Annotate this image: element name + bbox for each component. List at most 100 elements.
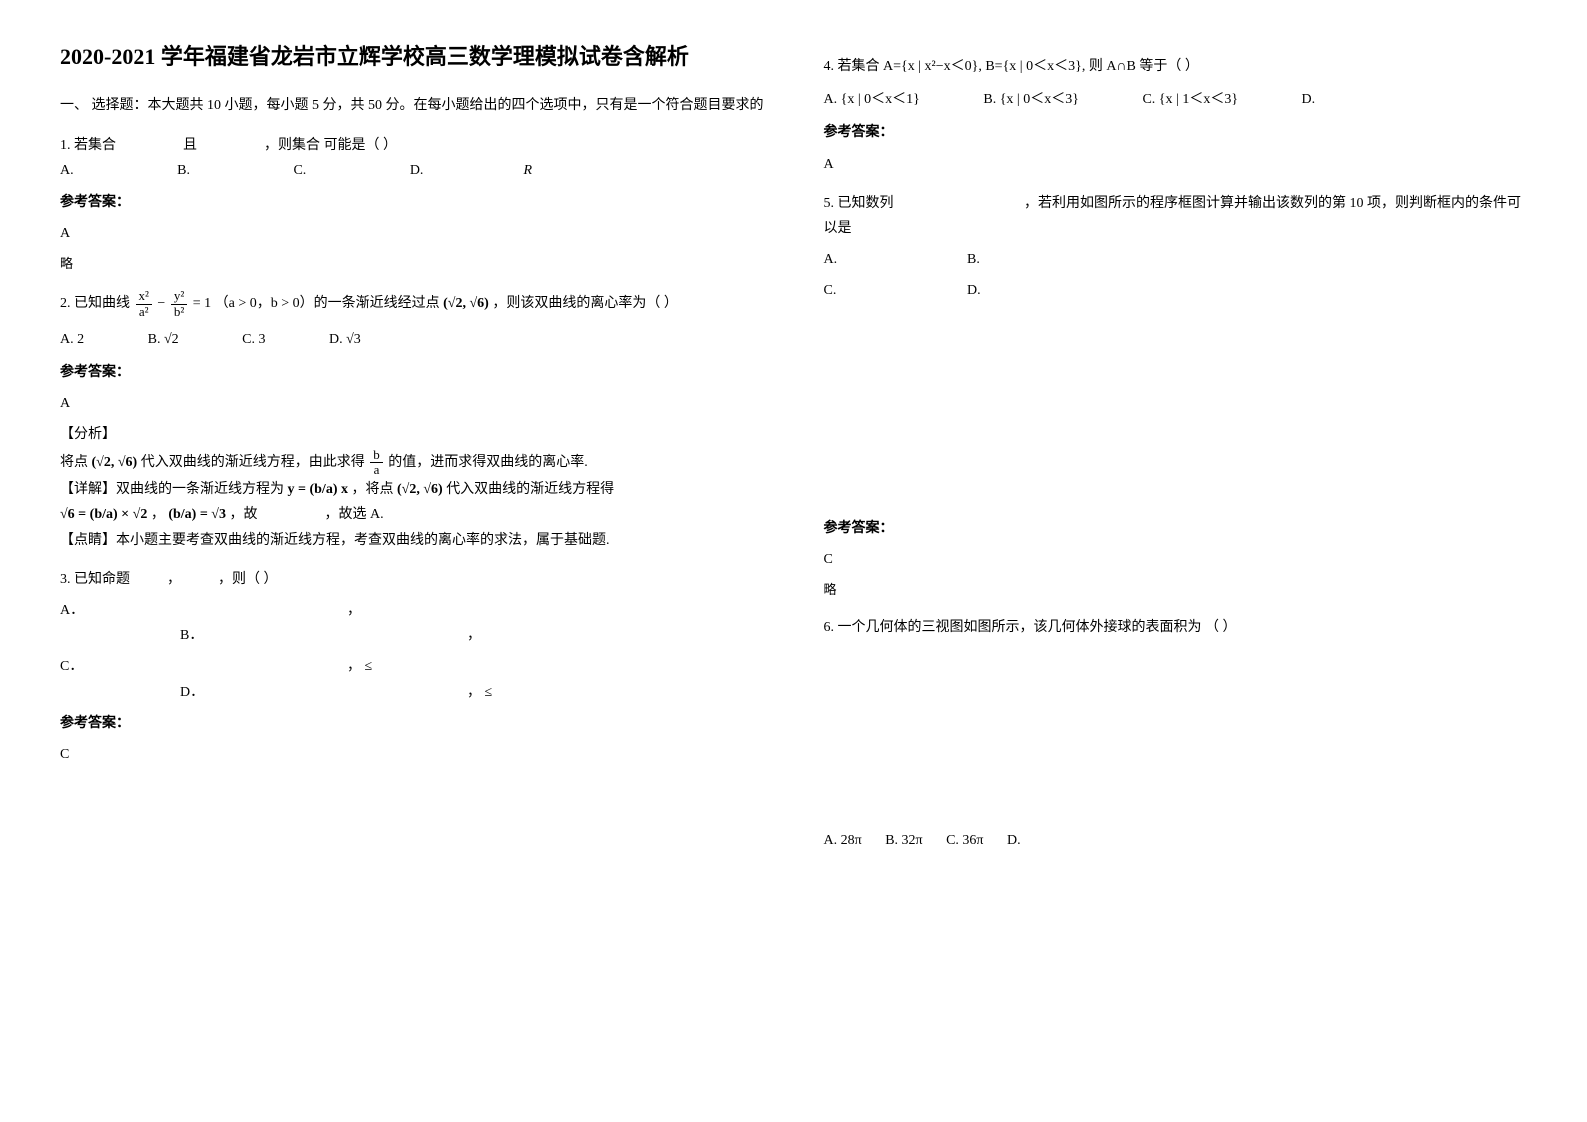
q2-ans: A — [60, 391, 764, 416]
q6-options: A. 28π B. 32π C. 36π D. — [824, 828, 1528, 853]
page-layout: 2020-2021 学年福建省龙岩市立辉学校高三数学理模拟试卷含解析 一、 选择… — [60, 40, 1527, 868]
q2-frac2: y² b² — [171, 289, 187, 319]
q2-options: A. 2 B. √2 C. 3 D. √3 — [60, 327, 764, 352]
q2-opt-c: C. 3 — [242, 327, 265, 352]
q2-analysis-label: 【分析】 — [60, 422, 764, 447]
q2-frac1: x² a² — [136, 289, 152, 319]
q2-eq1: = 1 — [193, 296, 211, 311]
q6-opt-d: D. — [1007, 828, 1021, 853]
q2-opt-b: B. √2 — [148, 327, 179, 352]
q3-stem: 3. 已知命题 ， ，则（ ） — [60, 567, 764, 592]
q4-options: A. {x | 0＜x＜1} B. {x | 0＜x＜3} C. {x | 1＜… — [824, 87, 1528, 112]
q3-ans: C — [60, 742, 764, 767]
q1-opt-d-prefix: D. — [410, 158, 424, 183]
q3-opt-d-label: D． — [180, 680, 300, 705]
q2-detail-b: ，将点 — [351, 482, 393, 497]
q1-ans: A — [60, 221, 764, 246]
question-3: 3. 已知命题 ， ，则（ ） A． ， B． ， — [60, 567, 764, 767]
q5-figure-placeholder — [824, 310, 1528, 510]
q3-stem-c: ，则（ ） — [218, 572, 278, 587]
q2-calc-d: ，故选 A. — [325, 507, 384, 522]
question-5: 5. 已知数列 ，若利用如图所示的程序框图计算并输出该数列的第 10 项，则判断… — [824, 191, 1528, 602]
q5-ans: C — [824, 547, 1528, 572]
q1-opt-a: A. — [60, 158, 74, 183]
q2-analysis-frac-den: a — [370, 463, 383, 477]
q2-calc-comma: ， — [151, 507, 165, 522]
q2-calc: √6 = (b/a) × √2 ， (b/a) = √3 ，故 ，故选 A. — [60, 502, 764, 527]
q3-ans-label: 参考答案： — [60, 711, 764, 736]
q3-opt-a: A． ， — [60, 598, 487, 623]
q5-opt-b: B. — [967, 247, 1087, 272]
q6-opt-b: B. 32π — [885, 828, 922, 853]
q2-frac2-den: b² — [171, 305, 187, 319]
q1-opt-b: B. — [177, 158, 190, 183]
q2-stem-c: ，则该双曲线的离心率为（ ） — [492, 296, 678, 311]
q2-stem-a: 2. 已知曲线 — [60, 296, 130, 311]
q5-note: 略 — [824, 578, 1528, 601]
q2-detail-pt: (√2, √6) — [397, 482, 443, 497]
q4-opt-b: B. {x | 0＜x＜3} — [983, 87, 1079, 112]
q1-options: A. B. C. D. R — [60, 158, 764, 183]
q4-opt-a: A. {x | 0＜x＜1} — [824, 87, 920, 112]
question-1: 1. 若集合 且 ，则集合 可能是（ ） A. B. C. D. R 参考答案：… — [60, 133, 764, 275]
q3-opt-b-tail: ， — [467, 623, 587, 648]
q2-analysis-pt: (√2, √6) — [92, 455, 138, 470]
q3-opt-d-tail: ， ≤ — [467, 680, 587, 705]
q2-analysis-c: 的值，进而求得双曲线的离心率. — [388, 455, 588, 470]
q3-opt-c-label: C． — [60, 654, 180, 679]
q3-opt-b: B． ， — [180, 623, 607, 648]
exam-title: 2020-2021 学年福建省龙岩市立辉学校高三数学理模拟试卷含解析 — [60, 40, 764, 73]
q5-ans-label: 参考答案： — [824, 516, 1528, 541]
q2-analysis-frac: b a — [370, 448, 383, 478]
question-2: 2. 已知曲线 x² a² − y² b² = 1 （a > 0，b > 0）的… — [60, 289, 764, 553]
q3-stem-b: ， — [167, 572, 181, 587]
q5-opts-row2: C. D. — [824, 278, 1528, 303]
q2-minus: − — [157, 296, 165, 311]
q2-frac2-num: y² — [171, 289, 187, 304]
q2-frac1-num: x² — [136, 289, 152, 304]
q2-detail-a: 【详解】双曲线的一条渐近线方程为 — [60, 482, 284, 497]
q2-opt-d: D. √3 — [329, 327, 361, 352]
q2-analysis-a: 将点 — [60, 455, 88, 470]
q2-detail-c: 代入双曲线的渐近线方程得 — [446, 482, 614, 497]
q3-opt-c-tail: ， ≤ — [347, 654, 467, 679]
q3-opts-row1: A． ， B． ， — [60, 598, 764, 648]
q2-calc-b: (b/a) = √3 — [168, 507, 226, 522]
q1-stem-c: ，则集合 可能是（ ） — [264, 138, 397, 153]
q2-analysis: 将点 (√2, √6) 代入双曲线的渐近线方程，由此求得 b a 的值，进而求得… — [60, 448, 764, 478]
q2-stem: 2. 已知曲线 x² a² − y² b² = 1 （a > 0，b > 0）的… — [60, 289, 764, 319]
q5-stem-a: 5. 已知数列 — [824, 196, 894, 211]
q3-opt-d: D． ， ≤ — [180, 680, 607, 705]
q3-opts-row2: C． ， ≤ D． ， ≤ — [60, 654, 764, 704]
q1-stem: 1. 若集合 且 ，则集合 可能是（ ） — [60, 133, 764, 158]
q1-stem-a: 1. 若集合 — [60, 138, 116, 153]
q2-analysis-frac-num: b — [370, 448, 383, 463]
q2-calc-c: ，故 — [230, 507, 258, 522]
q1-opt-d: D. R — [410, 158, 532, 183]
q2-ans-label: 参考答案： — [60, 360, 764, 385]
q1-opt-c: C. — [293, 158, 306, 183]
q2-point: 【点睛】本小题主要考查双曲线的渐近线方程，考查双曲线的离心率的求法，属于基础题. — [60, 528, 764, 553]
q2-stem-b: （a > 0，b > 0）的一条渐近线经过点 — [215, 296, 440, 311]
q5-opts-row1: A. B. — [824, 247, 1528, 272]
q1-ans-label: 参考答案： — [60, 190, 764, 215]
q5-stem-b: ，若利用如图所示的程序框图计算并输出该数列的第 10 项，则判断框内的条件可以是 — [824, 196, 1522, 236]
q5-opt-a: A. — [824, 247, 944, 272]
q1-opt-d-sym: R — [523, 163, 532, 178]
q4-stem: 4. 若集合 A={x | x²−x＜0}, B={x | 0＜x＜3}, 则 … — [824, 54, 1528, 79]
q4-ans: A — [824, 152, 1528, 177]
q2-frac1-den: a² — [136, 305, 152, 319]
q6-opt-a: A. 28π — [824, 828, 862, 853]
q1-stem-b: 且 — [183, 138, 197, 153]
q6-opt-c: C. 36π — [946, 828, 983, 853]
q2-pt: (√2, √6) — [443, 296, 489, 311]
q2-calc-a: √6 = (b/a) × √2 — [60, 507, 147, 522]
q1-note: 略 — [60, 252, 764, 275]
q3-opt-a-tail: ， — [347, 598, 467, 623]
section-1-head: 一、 选择题：本大题共 10 小题，每小题 5 分，共 50 分。在每小题给出的… — [60, 93, 764, 118]
q2-analysis-b: 代入双曲线的渐近线方程，由此求得 — [141, 455, 365, 470]
q5-opt-c: C. — [824, 278, 944, 303]
q3-stem-a: 3. 已知命题 — [60, 572, 130, 587]
q3-opt-b-label: B． — [180, 623, 300, 648]
q2-opt-a: A. 2 — [60, 327, 84, 352]
